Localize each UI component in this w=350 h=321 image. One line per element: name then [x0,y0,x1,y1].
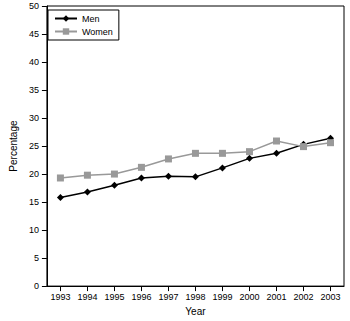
svg-text:30: 30 [29,113,39,123]
svg-text:0: 0 [34,281,39,291]
svg-text:5: 5 [34,253,39,263]
svg-text:1994: 1994 [77,292,97,302]
svg-text:50: 50 [29,1,39,11]
svg-text:15: 15 [29,197,39,207]
svg-text:2002: 2002 [293,292,313,302]
svg-text:1993: 1993 [50,292,70,302]
svg-text:2000: 2000 [239,292,259,302]
svg-text:20: 20 [29,169,39,179]
svg-text:1999: 1999 [212,292,232,302]
svg-text:40: 40 [29,57,39,67]
svg-text:2001: 2001 [266,292,286,302]
svg-text:10: 10 [29,225,39,235]
svg-text:Year: Year [185,306,206,317]
svg-text:1996: 1996 [131,292,151,302]
svg-text:1998: 1998 [185,292,205,302]
svg-text:1995: 1995 [104,292,124,302]
svg-text:2003: 2003 [320,292,340,302]
svg-text:35: 35 [29,85,39,95]
svg-text:1997: 1997 [158,292,178,302]
svg-text:Women: Women [82,27,113,37]
svg-text:25: 25 [29,141,39,151]
svg-text:45: 45 [29,29,39,39]
svg-text:Percentage: Percentage [8,120,19,172]
svg-text:Men: Men [82,14,100,24]
